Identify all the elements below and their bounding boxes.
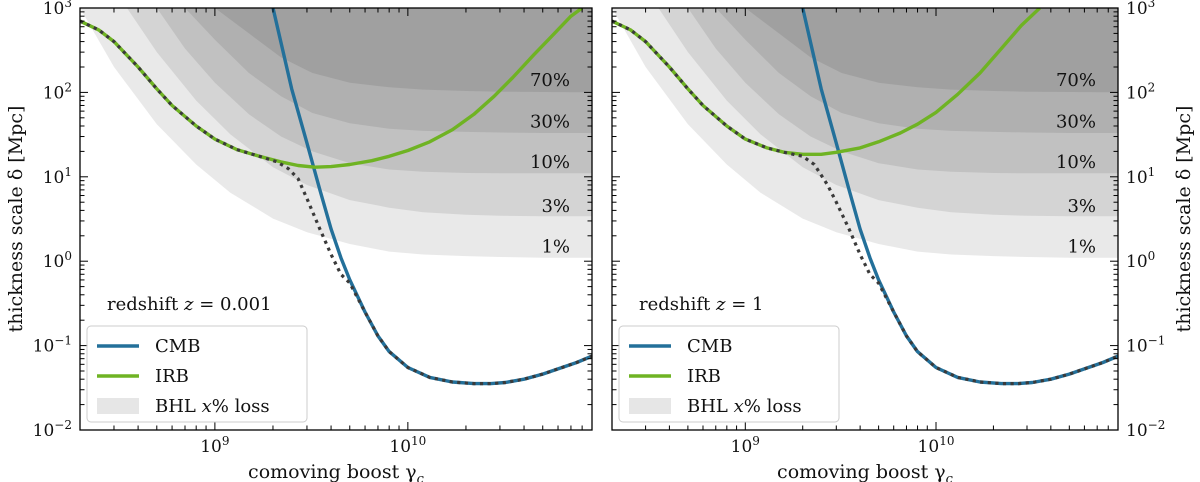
bhl-band-70pct bbox=[745, 8, 1118, 93]
redshift-annotation: redshift z = 0.001 bbox=[107, 294, 272, 315]
band-label-1pct: 1% bbox=[1067, 236, 1096, 257]
x-tick-label: 1010 bbox=[918, 434, 955, 457]
y-tick-label: 10−2 bbox=[1126, 418, 1165, 441]
band-label-1pct: 1% bbox=[541, 236, 570, 257]
legend-label: CMB bbox=[155, 336, 200, 357]
y-tick-label: 10−1 bbox=[33, 334, 72, 357]
band-label-30pct: 30% bbox=[1056, 112, 1096, 133]
y-tick-label: 102 bbox=[43, 80, 72, 103]
y-tick-label: 103 bbox=[43, 0, 72, 19]
x-tick-label: 109 bbox=[200, 434, 229, 457]
x-axis: 109 1010 bbox=[79, 8, 593, 457]
bhl-band-10pct bbox=[687, 8, 1118, 174]
x-axis-title: comoving boost γc bbox=[248, 461, 425, 482]
y-tick-label: 101 bbox=[1126, 165, 1155, 188]
bhl-band-1pct bbox=[612, 8, 1118, 258]
legend-label: IRB bbox=[155, 366, 189, 387]
y-axis-title: thickness scale δ [Mpc] bbox=[5, 106, 27, 333]
y-axis: 10−2 10−1 100 101 102 103 bbox=[33, 0, 592, 441]
series-total-line bbox=[80, 19, 592, 386]
x-axis: 109 1010 bbox=[611, 8, 1119, 457]
y-tick-label: 100 bbox=[43, 249, 72, 272]
plot-frame bbox=[79, 7, 593, 431]
series-total-line bbox=[612, 19, 1118, 386]
x-axis-title: comoving boost γc bbox=[777, 461, 954, 482]
legend-box bbox=[618, 325, 840, 423]
bhl-band-3pct bbox=[126, 8, 592, 217]
bhl-band-70pct bbox=[214, 8, 592, 93]
y-tick-label: 103 bbox=[1126, 0, 1155, 19]
legend-label: BHL x% loss bbox=[687, 396, 802, 417]
band-label-70pct: 70% bbox=[1056, 70, 1096, 91]
bhl-band-1pct bbox=[80, 8, 592, 258]
band-label-10pct: 10% bbox=[1056, 152, 1096, 173]
plot-frame bbox=[611, 7, 1119, 431]
y-axis-title: thickness scale δ [Mpc] bbox=[1173, 106, 1195, 333]
plot-area bbox=[80, 8, 592, 386]
x-tick-label: 109 bbox=[731, 434, 760, 457]
redshift-annotation: redshift z = 1 bbox=[639, 294, 763, 315]
legend: CMB IRB BHL x% loss bbox=[618, 325, 840, 423]
legend-box bbox=[86, 325, 308, 423]
band-label-30pct: 30% bbox=[530, 112, 570, 133]
y-axis: 10−2 10−1 100 101 102 103 bbox=[612, 0, 1165, 441]
bhl-band-30pct bbox=[715, 8, 1118, 133]
legend-swatch-band bbox=[97, 398, 139, 414]
legend: CMB IRB BHL x% loss bbox=[86, 325, 308, 423]
y-tick-label: 101 bbox=[43, 165, 72, 188]
legend-label: BHL x% loss bbox=[155, 396, 270, 417]
band-label-3pct: 3% bbox=[1067, 196, 1096, 217]
band-label-70pct: 70% bbox=[530, 70, 570, 91]
plot-area bbox=[612, 8, 1118, 386]
bhl-band-10pct bbox=[156, 8, 592, 174]
x-tick-label: 1010 bbox=[389, 434, 426, 457]
y-tick-label: 100 bbox=[1126, 249, 1155, 272]
band-label-10pct: 10% bbox=[530, 152, 570, 173]
series-irb-line bbox=[80, 8, 584, 169]
bhl-band-3pct bbox=[658, 8, 1118, 217]
legend-swatch-band bbox=[629, 398, 671, 414]
y-tick-label: 10−1 bbox=[1126, 334, 1165, 357]
y-tick-label: 102 bbox=[1126, 80, 1155, 103]
legend-label: IRB bbox=[687, 366, 721, 387]
y-tick-label: 10−2 bbox=[33, 418, 72, 441]
panel-1: 1% 3% 10% 30% 70% 109 1010 10−2 10−1 100 101 102 103… bbox=[5, 0, 593, 482]
legend-label: CMB bbox=[687, 336, 732, 357]
panel-2: 1% 3% 10% 30% 70% 109 1010 10−2 10−1 100 101 102 103… bbox=[611, 0, 1195, 482]
band-label-3pct: 3% bbox=[541, 196, 570, 217]
